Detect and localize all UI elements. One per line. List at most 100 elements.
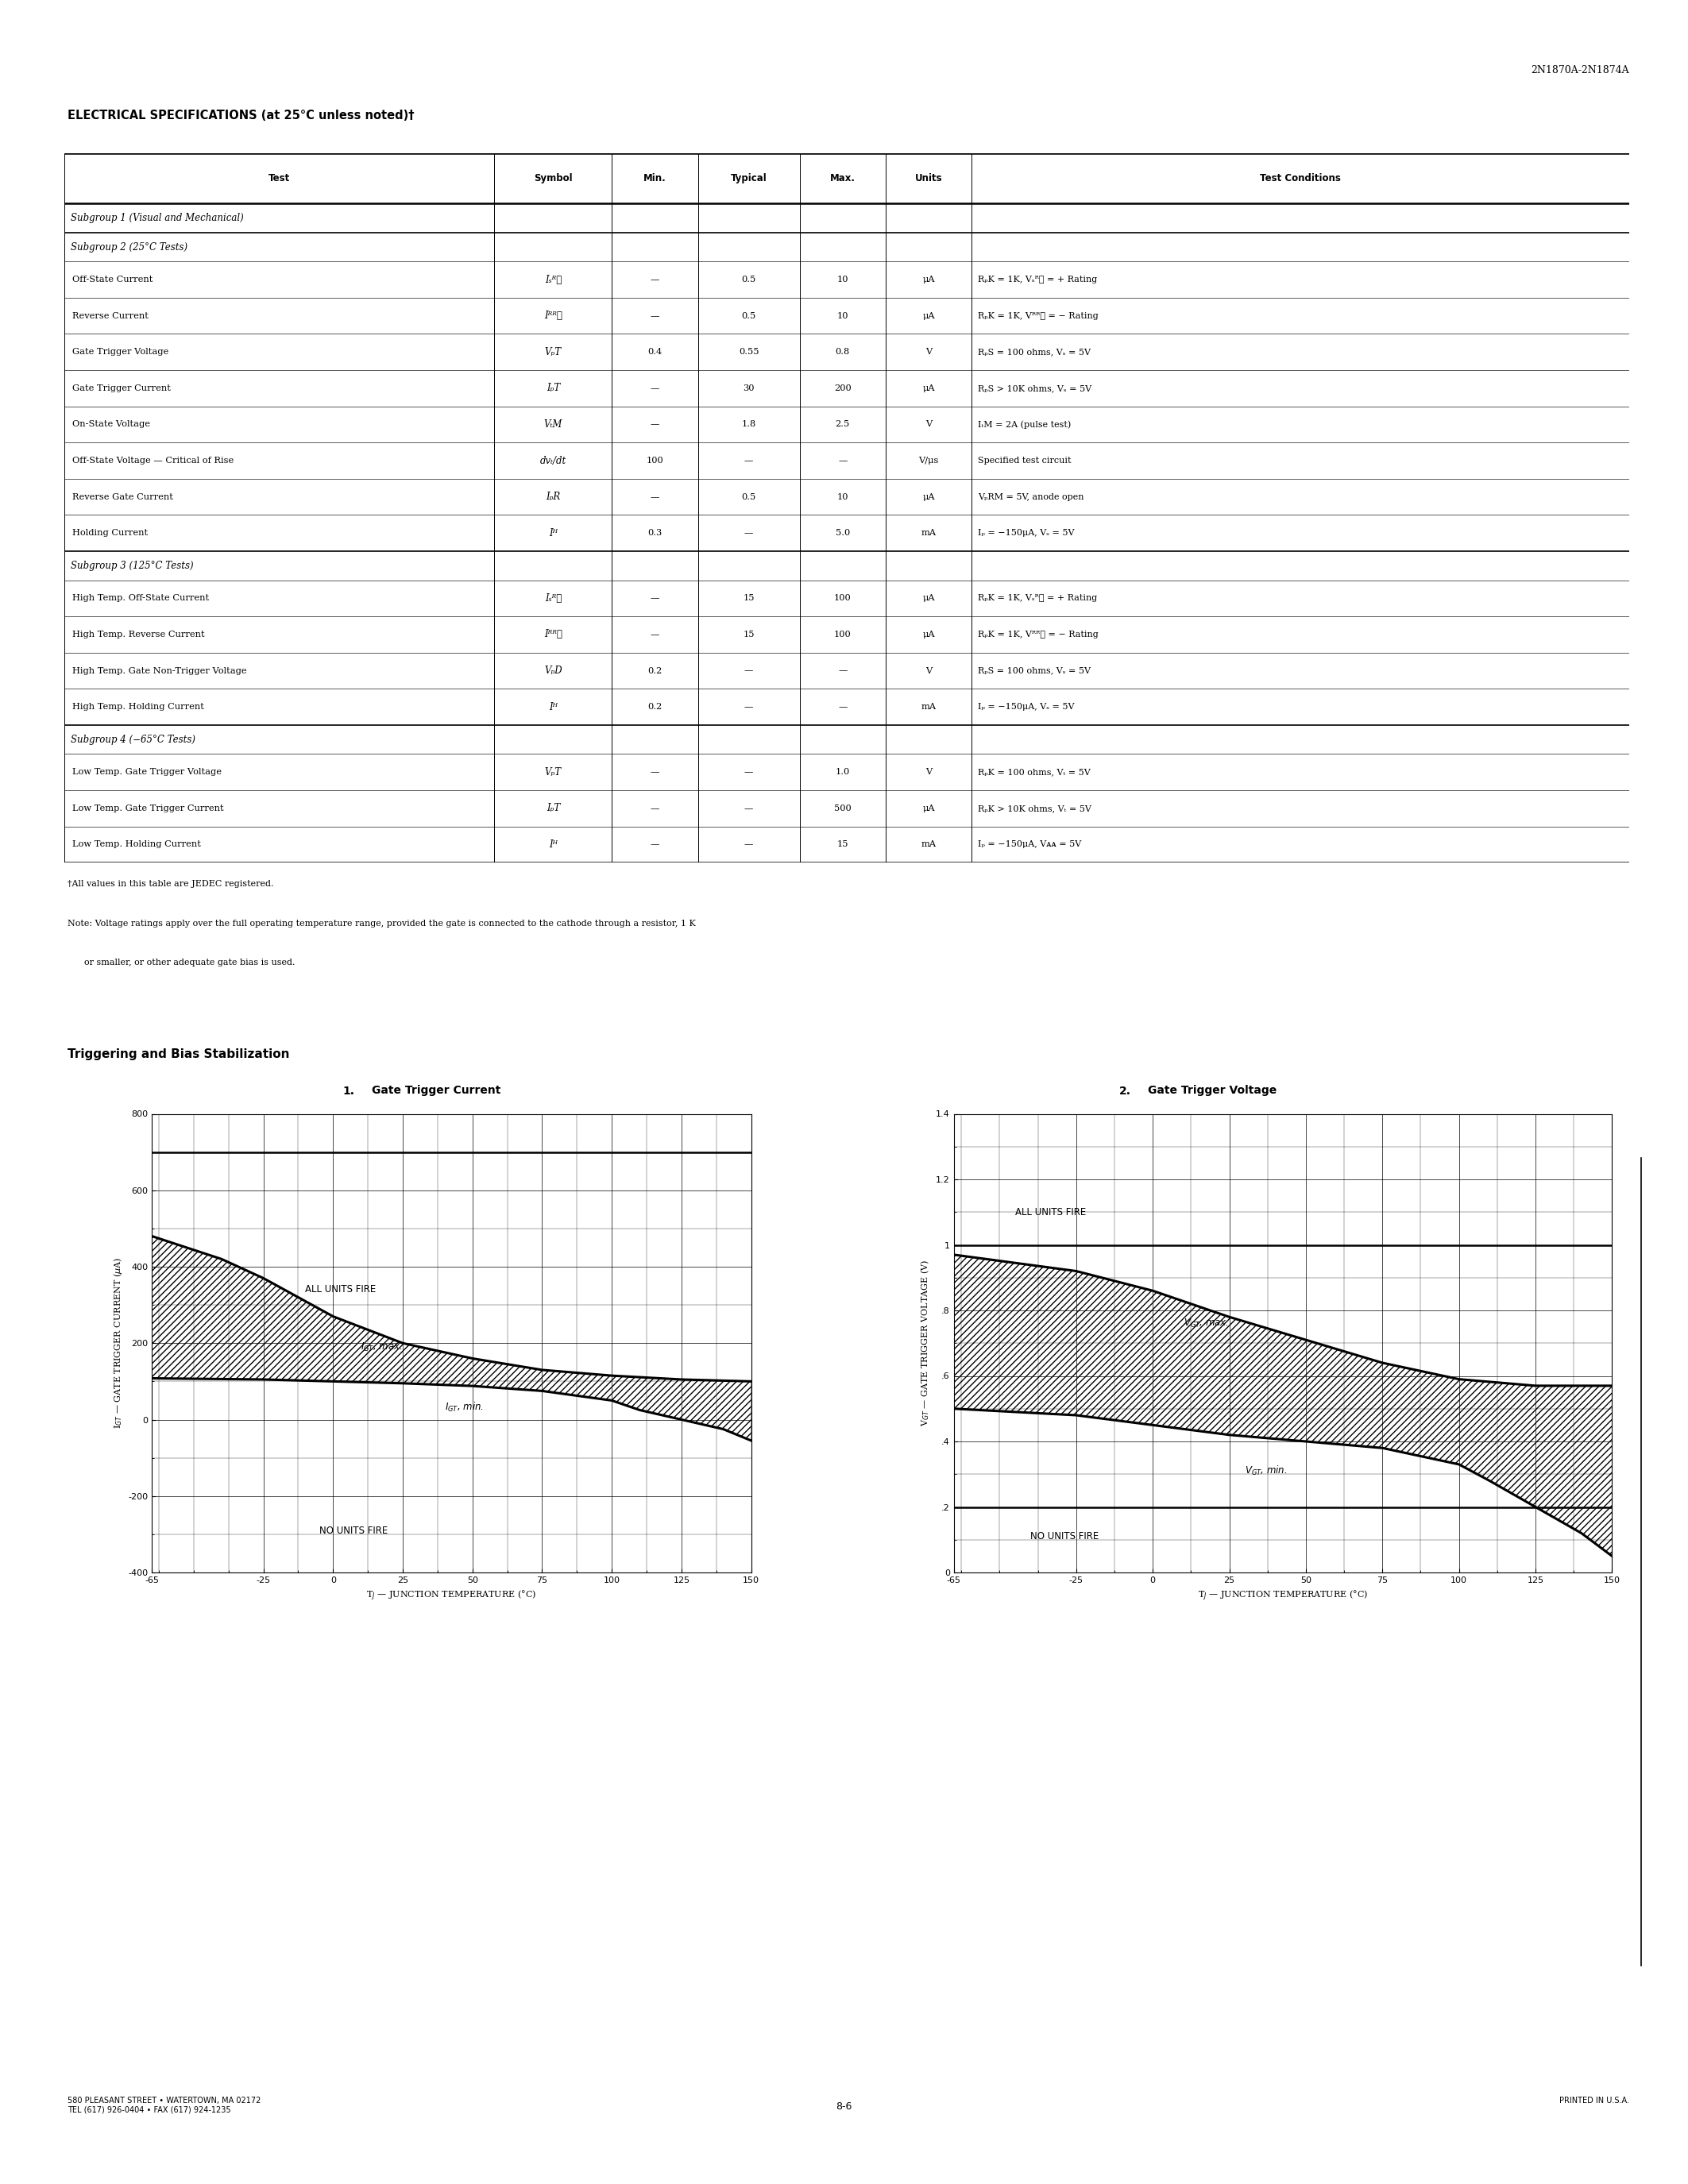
X-axis label: T$_J$ — JUNCTION TEMPERATURE (°C): T$_J$ — JUNCTION TEMPERATURE (°C) bbox=[1198, 1588, 1367, 1603]
Text: —: — bbox=[650, 594, 660, 603]
Text: RₚS = 100 ohms, Vₛ = 5V: RₚS = 100 ohms, Vₛ = 5V bbox=[977, 347, 1090, 356]
Text: —: — bbox=[650, 312, 660, 319]
Text: High Temp. Gate Non-Trigger Voltage: High Temp. Gate Non-Trigger Voltage bbox=[73, 666, 246, 675]
Text: IₚT: IₚT bbox=[547, 804, 560, 812]
Text: Test Conditions: Test Conditions bbox=[1259, 173, 1340, 183]
Text: 0.5: 0.5 bbox=[741, 494, 756, 500]
Text: VₚT: VₚT bbox=[545, 767, 562, 778]
Text: 0.2: 0.2 bbox=[648, 703, 662, 712]
Text: 0.4: 0.4 bbox=[648, 347, 662, 356]
Text: 2N1870A-2N1874A: 2N1870A-2N1874A bbox=[1531, 66, 1629, 76]
Text: Reverse Current: Reverse Current bbox=[73, 312, 149, 319]
Text: ALL UNITS FIRE: ALL UNITS FIRE bbox=[1014, 1208, 1085, 1216]
Text: —: — bbox=[744, 841, 753, 850]
Text: V: V bbox=[925, 666, 932, 675]
Text: Low Temp. Gate Trigger Current: Low Temp. Gate Trigger Current bbox=[73, 804, 223, 812]
Text: Subgroup 3 (125°C Tests): Subgroup 3 (125°C Tests) bbox=[71, 561, 192, 570]
Text: μA: μA bbox=[922, 384, 935, 393]
Text: 100: 100 bbox=[834, 631, 851, 638]
Text: V: V bbox=[925, 769, 932, 775]
Text: mA: mA bbox=[922, 529, 937, 537]
Text: 0.8: 0.8 bbox=[836, 347, 849, 356]
Text: 15: 15 bbox=[743, 594, 755, 603]
Text: $I_{GT}$, min.: $I_{GT}$, min. bbox=[444, 1400, 483, 1413]
Text: —: — bbox=[650, 804, 660, 812]
Text: 0.55: 0.55 bbox=[739, 347, 760, 356]
Text: Gate Trigger Current: Gate Trigger Current bbox=[73, 384, 170, 393]
Text: —: — bbox=[650, 384, 660, 393]
Text: Gate Trigger Current: Gate Trigger Current bbox=[371, 1085, 500, 1096]
Text: RₚS > 10K ohms, Vₛ = 5V: RₚS > 10K ohms, Vₛ = 5V bbox=[977, 384, 1092, 393]
Text: μA: μA bbox=[922, 275, 935, 284]
Text: or smaller, or other adequate gate bias is used.: or smaller, or other adequate gate bias … bbox=[68, 959, 295, 968]
Text: Iᴿᴿℳ: Iᴿᴿℳ bbox=[544, 310, 562, 321]
Text: $V_{GT}$, max.: $V_{GT}$, max. bbox=[1183, 1317, 1229, 1330]
Text: —: — bbox=[650, 494, 660, 500]
Text: Iₚ = −150μA, Vᴀᴀ = 5V: Iₚ = −150μA, Vᴀᴀ = 5V bbox=[977, 841, 1082, 850]
Text: Subgroup 4 (−65°C Tests): Subgroup 4 (−65°C Tests) bbox=[71, 734, 196, 745]
Text: Iᴿᴿℳ: Iᴿᴿℳ bbox=[544, 629, 562, 640]
Text: Low Temp. Gate Trigger Voltage: Low Temp. Gate Trigger Voltage bbox=[73, 769, 221, 775]
Text: —: — bbox=[744, 769, 753, 775]
Text: Iᴴ: Iᴴ bbox=[549, 701, 557, 712]
Text: Iᴴ: Iᴴ bbox=[549, 839, 557, 850]
Text: 0.3: 0.3 bbox=[648, 529, 662, 537]
Text: High Temp. Reverse Current: High Temp. Reverse Current bbox=[73, 631, 204, 638]
Text: μA: μA bbox=[922, 804, 935, 812]
Text: Iₚ = −150μA, Vₛ = 5V: Iₚ = −150μA, Vₛ = 5V bbox=[977, 703, 1075, 712]
Text: 2.5: 2.5 bbox=[836, 422, 849, 428]
Text: Low Temp. Holding Current: Low Temp. Holding Current bbox=[73, 841, 201, 850]
Text: High Temp. Holding Current: High Temp. Holding Current bbox=[73, 703, 204, 712]
Text: —: — bbox=[650, 275, 660, 284]
Text: NO UNITS FIRE: NO UNITS FIRE bbox=[319, 1524, 388, 1535]
Text: —: — bbox=[744, 529, 753, 537]
Text: Off-State Current: Off-State Current bbox=[73, 275, 152, 284]
Text: RₚK > 10K ohms, Vₜ = 5V: RₚK > 10K ohms, Vₜ = 5V bbox=[977, 804, 1092, 812]
Text: NO UNITS FIRE: NO UNITS FIRE bbox=[1030, 1531, 1099, 1542]
Text: PRINTED IN U.S.A.: PRINTED IN U.S.A. bbox=[1560, 2097, 1629, 2105]
Text: V: V bbox=[925, 347, 932, 356]
Text: 5.0: 5.0 bbox=[836, 529, 849, 537]
Text: †All values in this table are JEDEC registered.: †All values in this table are JEDEC regi… bbox=[68, 880, 273, 889]
Text: Off-State Voltage — Critical of Rise: Off-State Voltage — Critical of Rise bbox=[73, 456, 233, 465]
Text: Iᴴ: Iᴴ bbox=[549, 529, 557, 537]
Text: Iₛᴿℳ: Iₛᴿℳ bbox=[545, 594, 562, 603]
Text: μA: μA bbox=[922, 631, 935, 638]
Text: 1.: 1. bbox=[343, 1085, 354, 1096]
Text: Test: Test bbox=[268, 173, 290, 183]
Text: RₚK = 1K, Vᴿᴿℳ = − Rating: RₚK = 1K, Vᴿᴿℳ = − Rating bbox=[977, 631, 1099, 638]
Text: Subgroup 2 (25°C Tests): Subgroup 2 (25°C Tests) bbox=[71, 242, 187, 251]
Text: 580 PLEASANT STREET • WATERTOWN, MA 02172
TEL (617) 926-0404 • FAX (617) 924-123: 580 PLEASANT STREET • WATERTOWN, MA 0217… bbox=[68, 2097, 262, 2114]
Text: mA: mA bbox=[922, 841, 937, 850]
Text: RₚS = 100 ohms, Vₛ = 5V: RₚS = 100 ohms, Vₛ = 5V bbox=[977, 666, 1090, 675]
Text: IₚR: IₚR bbox=[545, 491, 560, 502]
Text: —: — bbox=[839, 666, 847, 675]
Text: V: V bbox=[925, 422, 932, 428]
Text: ALL UNITS FIRE: ALL UNITS FIRE bbox=[306, 1284, 376, 1295]
Text: 0.5: 0.5 bbox=[741, 275, 756, 284]
Y-axis label: I$_{GT}$ — GATE TRIGGER CURRENT ($\mu$A): I$_{GT}$ — GATE TRIGGER CURRENT ($\mu$A) bbox=[111, 1258, 123, 1428]
Text: 2.: 2. bbox=[1119, 1085, 1131, 1096]
Text: —: — bbox=[839, 456, 847, 465]
Text: Holding Current: Holding Current bbox=[73, 529, 147, 537]
Text: VₚRM = 5V, anode open: VₚRM = 5V, anode open bbox=[977, 494, 1084, 500]
Text: μA: μA bbox=[922, 312, 935, 319]
Text: —: — bbox=[744, 703, 753, 712]
Text: 10: 10 bbox=[837, 275, 849, 284]
Text: 15: 15 bbox=[837, 841, 849, 850]
Text: Subgroup 1 (Visual and Mechanical): Subgroup 1 (Visual and Mechanical) bbox=[71, 212, 243, 223]
Text: —: — bbox=[650, 422, 660, 428]
Text: Triggering and Bias Stabilization: Triggering and Bias Stabilization bbox=[68, 1048, 290, 1059]
Text: 10: 10 bbox=[837, 494, 849, 500]
Text: V/μs: V/μs bbox=[918, 456, 939, 465]
Text: IₜM = 2A (pulse test): IₜM = 2A (pulse test) bbox=[977, 419, 1072, 428]
Text: Iₚ = −150μA, Vₛ = 5V: Iₚ = −150μA, Vₛ = 5V bbox=[977, 529, 1075, 537]
Text: 10: 10 bbox=[837, 312, 849, 319]
Text: On-State Voltage: On-State Voltage bbox=[73, 422, 150, 428]
Text: 200: 200 bbox=[834, 384, 851, 393]
Text: High Temp. Off-State Current: High Temp. Off-State Current bbox=[73, 594, 209, 603]
Text: —: — bbox=[839, 703, 847, 712]
Text: 500: 500 bbox=[834, 804, 851, 812]
Text: 100: 100 bbox=[647, 456, 663, 465]
X-axis label: T$_J$ — JUNCTION TEMPERATURE (°C): T$_J$ — JUNCTION TEMPERATURE (°C) bbox=[366, 1588, 537, 1603]
